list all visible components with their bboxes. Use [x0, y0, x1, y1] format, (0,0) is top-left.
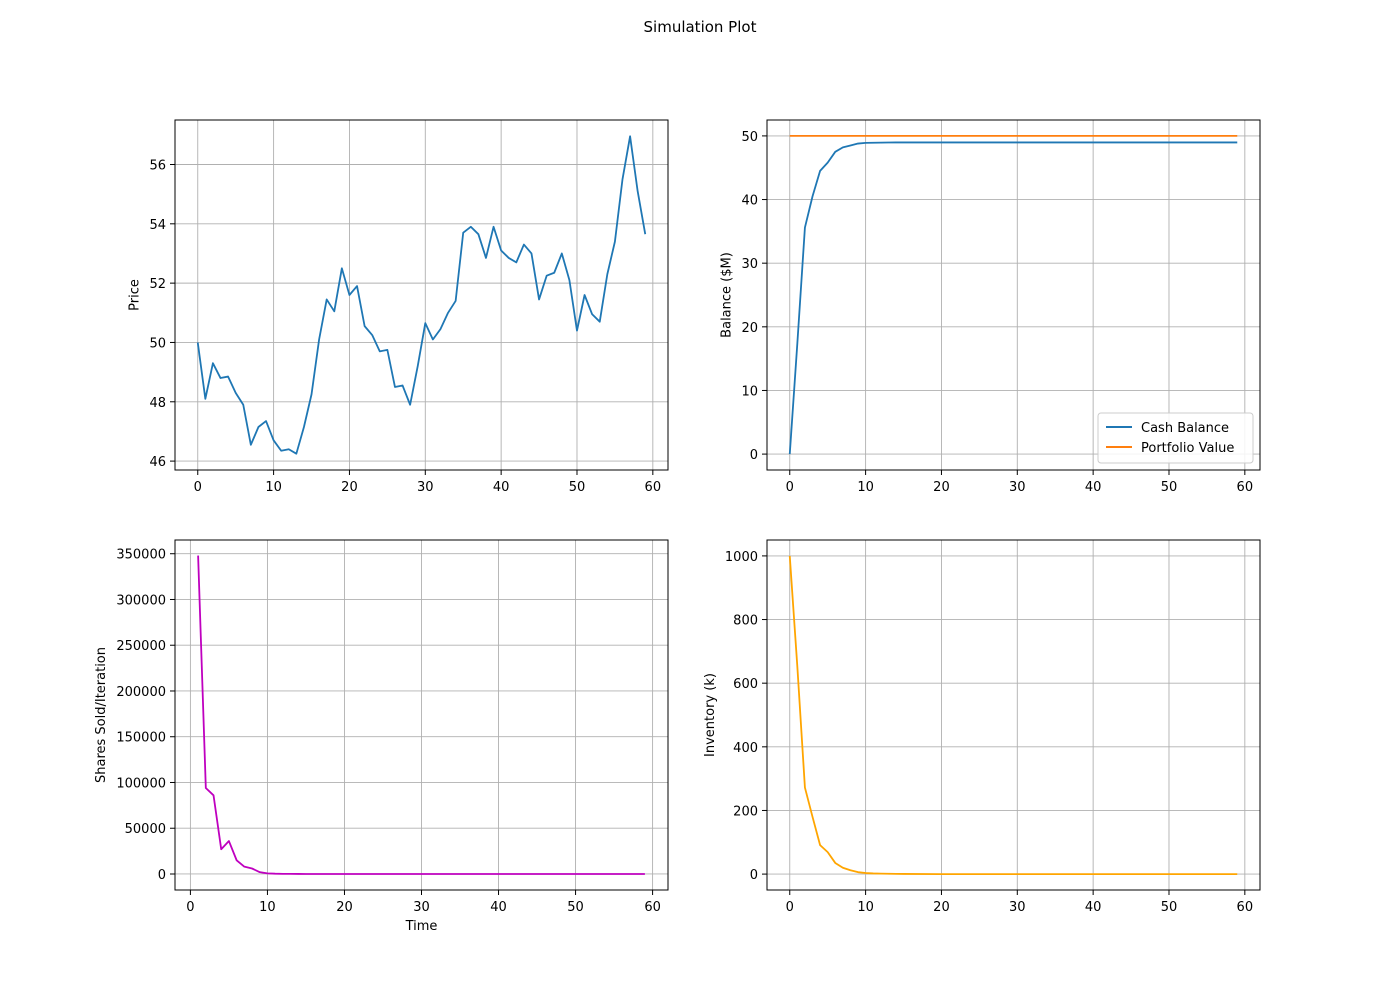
y-tick-label: 50	[741, 130, 758, 145]
series-line-1	[197, 555, 645, 875]
y-axis-label: Inventory (k)	[703, 673, 718, 757]
x-tick-label: 0	[186, 900, 194, 915]
x-tick-label: 40	[493, 480, 510, 495]
axes-frame	[766, 539, 1261, 891]
figure-title: Simulation Plot	[644, 18, 757, 36]
legend-label: Portfolio Value	[1141, 441, 1234, 456]
axes-frame	[766, 119, 1261, 471]
y-tick-label: 200000	[116, 685, 166, 700]
y-tick-label: 46	[149, 455, 166, 470]
legend-box	[1097, 412, 1254, 464]
y-tick-label: 250000	[116, 639, 166, 654]
subplot-1: 0 10 20 30 40 50 60 46 48 50 52 54 56 Price	[127, 119, 669, 495]
series-line-1	[788, 141, 1238, 455]
x-tick-label: 60	[1237, 900, 1254, 915]
axes-frame	[174, 119, 669, 471]
legend: Cash Balance Portfolio Value	[1097, 412, 1254, 464]
x-tick-label: 60	[644, 900, 661, 915]
x-tick-label: 50	[569, 480, 586, 495]
y-tick-label: 200	[733, 804, 758, 819]
y-tick-label: 10	[741, 384, 758, 399]
x-tick-label: 30	[417, 480, 434, 495]
y-axis-label: Shares Sold/Iteration	[94, 647, 109, 783]
x-tick-label: 50	[1161, 480, 1178, 495]
y-tick-label: 54	[149, 218, 166, 233]
y-tick-label: 300000	[116, 593, 166, 608]
x-tick-label: 30	[413, 900, 430, 915]
x-tick-label: 10	[857, 480, 874, 495]
y-tick-label: 0	[750, 448, 758, 463]
subplot-3: 0 10 20 30 40 50 60 0 50000 100000 150000 200000 250…	[94, 539, 669, 934]
x-tick-label: 0	[194, 480, 202, 495]
x-tick-label: 10	[259, 900, 276, 915]
series-line-1	[196, 135, 647, 455]
x-tick-label: 40	[1085, 900, 1102, 915]
y-tick-label: 800	[733, 614, 758, 629]
y-tick-label: 150000	[116, 731, 166, 746]
legend-label: Cash Balance	[1141, 421, 1229, 436]
y-axis-label: Price	[127, 279, 142, 311]
y-tick-label: 40	[741, 194, 758, 209]
subplot-2: 0 10 20 30 40 50 60 0 10 20 30 40 50 Balance ($M) Cash…	[719, 119, 1261, 495]
x-tick-label: 20	[933, 480, 950, 495]
x-tick-label: 10	[857, 900, 874, 915]
y-tick-label: 100000	[116, 776, 166, 791]
subplot-4: 0 10 20 30 40 50 6002004006008001000Inventory …	[703, 539, 1261, 915]
x-tick-label: 30	[1009, 900, 1026, 915]
x-axis-label: Time	[405, 919, 438, 934]
y-tick-label: 50000	[125, 822, 166, 837]
y-tick-label: 600	[733, 677, 758, 692]
x-tick-label: 0	[786, 480, 794, 495]
y-tick-label: 48	[149, 396, 166, 411]
y-tick-label: 50	[149, 336, 166, 351]
y-axis-label: Balance ($M)	[719, 252, 734, 338]
x-tick-label: 60	[645, 480, 662, 495]
x-tick-label: 50	[567, 900, 584, 915]
x-tick-label: 40	[490, 900, 507, 915]
y-tick-label: 400	[733, 741, 758, 756]
y-tick-label: 350000	[116, 548, 166, 563]
x-tick-label: 50	[1161, 900, 1178, 915]
x-tick-label: 20	[336, 900, 353, 915]
x-tick-label: 30	[1009, 480, 1026, 495]
series-line-1	[788, 555, 1238, 875]
x-tick-label: 20	[341, 480, 358, 495]
x-tick-label: 10	[265, 480, 282, 495]
y-tick-label: 30	[741, 257, 758, 272]
x-tick-label: 40	[1085, 480, 1102, 495]
y-tick-label: 1000	[725, 550, 758, 565]
y-tick-label: 56	[149, 158, 166, 173]
x-tick-label: 60	[1237, 480, 1254, 495]
y-tick-label: 0	[750, 868, 758, 883]
y-tick-label: 52	[149, 277, 166, 292]
x-tick-label: 0	[786, 900, 794, 915]
x-tick-label: 20	[933, 900, 950, 915]
y-tick-label: 0	[158, 868, 166, 883]
y-tick-label: 20	[741, 321, 758, 336]
